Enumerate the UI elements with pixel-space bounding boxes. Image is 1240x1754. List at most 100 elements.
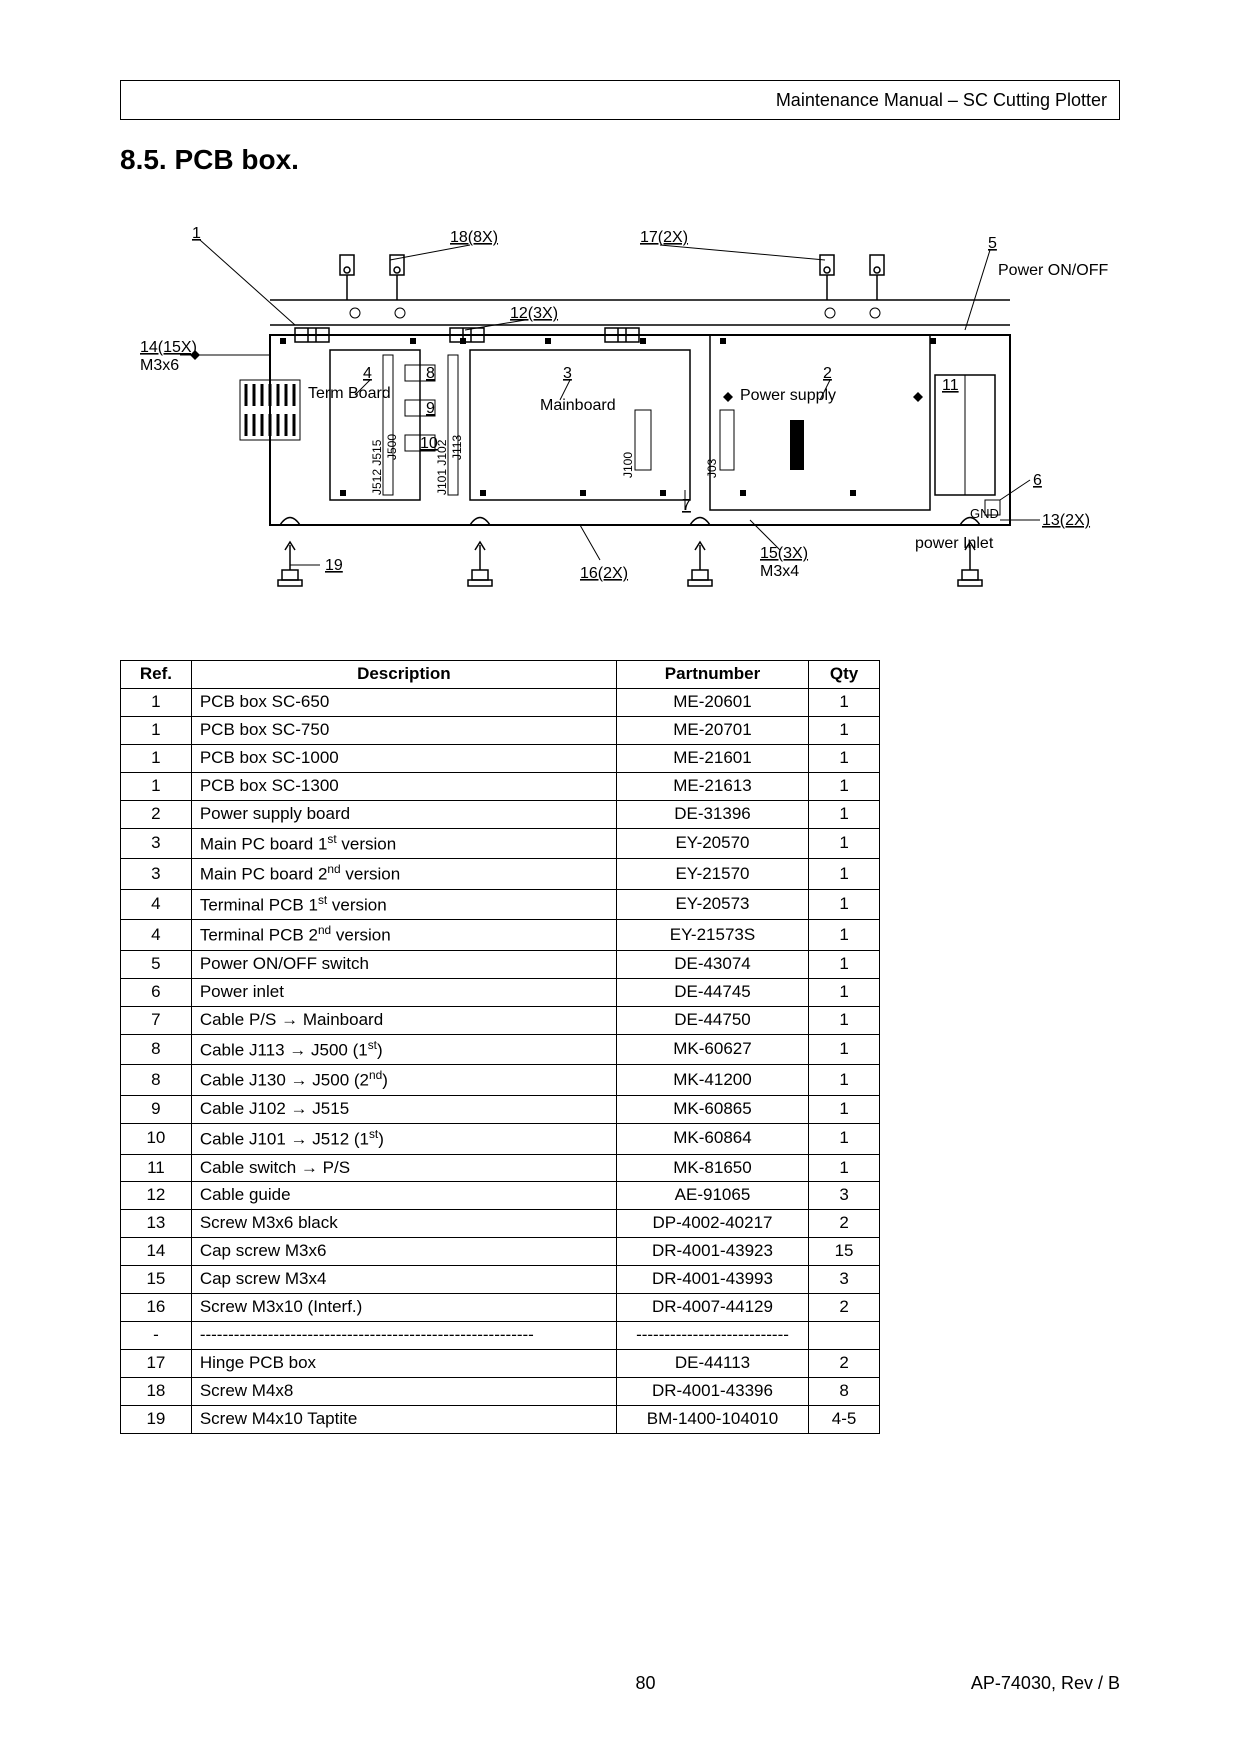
cell-desc: Terminal PCB 1st version (191, 889, 616, 920)
table-row: 1PCB box SC-1000ME-216011 (121, 744, 880, 772)
lbl-j113: J113 (450, 435, 464, 460)
cell-part: ME-21613 (616, 772, 808, 800)
cell-ref: 14 (121, 1238, 192, 1266)
cell-desc: Cable J101 → J512 (1st) (191, 1123, 616, 1154)
cell-part: DE-43074 (616, 951, 808, 979)
cell-desc: ----------------------------------------… (191, 1322, 616, 1350)
table-row: 1PCB box SC-1300ME-216131 (121, 772, 880, 800)
lbl-13: 13(2X) (1042, 512, 1090, 529)
cell-qty: 1 (809, 1006, 880, 1034)
lbl-j03: J03 (705, 458, 719, 478)
cell-qty: 1 (809, 1123, 880, 1154)
cell-part: EY-20573 (616, 889, 808, 920)
cell-ref: 8 (121, 1034, 192, 1065)
cell-qty: 1 (809, 744, 880, 772)
lbl-6: 6 (1033, 472, 1042, 489)
cell-desc: PCB box SC-650 (191, 688, 616, 716)
lbl-17: 17(2X) (640, 229, 688, 246)
lbl-15: 15(3X) (760, 545, 808, 562)
cell-ref: 2 (121, 800, 192, 828)
table-header-row: Ref. Description Partnumber Qty (121, 661, 880, 689)
cell-qty: 1 (809, 828, 880, 859)
cell-desc: Power supply board (191, 800, 616, 828)
cell-desc: Main PC board 1st version (191, 828, 616, 859)
cell-qty: 2 (809, 1350, 880, 1378)
cell-ref: 11 (121, 1154, 192, 1182)
cell-part: --------------------------- (616, 1322, 808, 1350)
lbl-power-inlet: power Inlet (915, 535, 994, 552)
cell-ref: 7 (121, 1006, 192, 1034)
lbl-2: 2 (823, 365, 832, 382)
cell-qty: 1 (809, 889, 880, 920)
table-row: 10Cable J101 → J512 (1st)MK-608641 (121, 1123, 880, 1154)
table-row: 14Cap screw M3x6DR-4001-4392315 (121, 1238, 880, 1266)
lbl-11: 11 (942, 377, 959, 394)
parts-tbody: 1PCB box SC-650ME-2060111PCB box SC-750M… (121, 688, 880, 1433)
table-row: 4Terminal PCB 1st versionEY-205731 (121, 889, 880, 920)
table-row: 8Cable J113 → J500 (1st)MK-606271 (121, 1034, 880, 1065)
cell-qty: 2 (809, 1294, 880, 1322)
cell-qty: 1 (809, 1065, 880, 1096)
table-row: 8Cable J130 → J500 (2nd)MK-412001 (121, 1065, 880, 1096)
cell-ref: 16 (121, 1294, 192, 1322)
diagram-wrap: 1 18(8X) 17(2X) 5 Power ON/OFF 12(3X) 14… (120, 200, 1120, 620)
table-row: 12Cable guideAE-910653 (121, 1182, 880, 1210)
lbl-power-onoff: Power ON/OFF (998, 262, 1108, 279)
table-row: 18Screw M4x8DR-4001-433968 (121, 1378, 880, 1406)
lbl-8: 8 (426, 365, 435, 382)
lbl-4: 4 (363, 365, 372, 382)
pcb-diagram: 1 18(8X) 17(2X) 5 Power ON/OFF 12(3X) 14… (130, 200, 1110, 620)
lbl-3: 3 (563, 365, 572, 382)
cell-desc: Cable J113 → J500 (1st) (191, 1034, 616, 1065)
lbl-j101: J101 J102 (435, 439, 449, 495)
cell-desc: Power ON/OFF switch (191, 951, 616, 979)
th-desc: Description (191, 661, 616, 689)
cell-part: DE-44113 (616, 1350, 808, 1378)
cell-ref: 9 (121, 1096, 192, 1124)
header-title: Maintenance Manual – SC Cutting Plotter (776, 90, 1107, 111)
lbl-m3x6: M3x6 (140, 357, 179, 374)
cell-ref: 4 (121, 889, 192, 920)
table-row: 5Power ON/OFF switchDE-430741 (121, 951, 880, 979)
cell-ref: 3 (121, 859, 192, 890)
cell-ref: 4 (121, 920, 192, 951)
lbl-j500: J500 (385, 434, 399, 460)
cell-desc: Cap screw M3x4 (191, 1266, 616, 1294)
cell-ref: 8 (121, 1065, 192, 1096)
table-row: 7Cable P/S → MainboardDE-447501 (121, 1006, 880, 1034)
cell-ref: 13 (121, 1210, 192, 1238)
th-part: Partnumber (616, 661, 808, 689)
lbl-9: 9 (426, 400, 435, 417)
cell-desc: Screw M4x10 Taptite (191, 1405, 616, 1433)
cell-desc: Screw M4x8 (191, 1378, 616, 1406)
lbl-12: 12(3X) (510, 305, 558, 322)
cell-desc: Cable P/S → Mainboard (191, 1006, 616, 1034)
cell-ref: - (121, 1322, 192, 1350)
cell-desc: PCB box SC-1300 (191, 772, 616, 800)
cell-part: DR-4001-43923 (616, 1238, 808, 1266)
cell-part: EY-20570 (616, 828, 808, 859)
table-row: 17Hinge PCB boxDE-441132 (121, 1350, 880, 1378)
th-ref: Ref. (121, 661, 192, 689)
cell-qty (809, 1322, 880, 1350)
cell-part: DP-4002-40217 (616, 1210, 808, 1238)
cell-qty: 1 (809, 859, 880, 890)
cell-part: MK-60627 (616, 1034, 808, 1065)
lbl-19: 19 (325, 557, 343, 574)
cell-desc: Main PC board 2nd version (191, 859, 616, 890)
cell-part: ME-21601 (616, 744, 808, 772)
cell-part: DR-4007-44129 (616, 1294, 808, 1322)
cell-desc: Cap screw M3x6 (191, 1238, 616, 1266)
cell-qty: 15 (809, 1238, 880, 1266)
cell-ref: 1 (121, 772, 192, 800)
cell-part: DE-31396 (616, 800, 808, 828)
cell-part: MK-81650 (616, 1154, 808, 1182)
parts-table: Ref. Description Partnumber Qty 1PCB box… (120, 660, 880, 1434)
table-row: 19Screw M4x10 TaptiteBM-1400-1040104-5 (121, 1405, 880, 1433)
cell-part: MK-60864 (616, 1123, 808, 1154)
cell-ref: 15 (121, 1266, 192, 1294)
cell-desc: Screw M3x10 (Interf.) (191, 1294, 616, 1322)
cell-desc: Cable switch → P/S (191, 1154, 616, 1182)
lbl-term-board: Term Board (308, 385, 391, 402)
table-row: 2Power supply boardDE-313961 (121, 800, 880, 828)
